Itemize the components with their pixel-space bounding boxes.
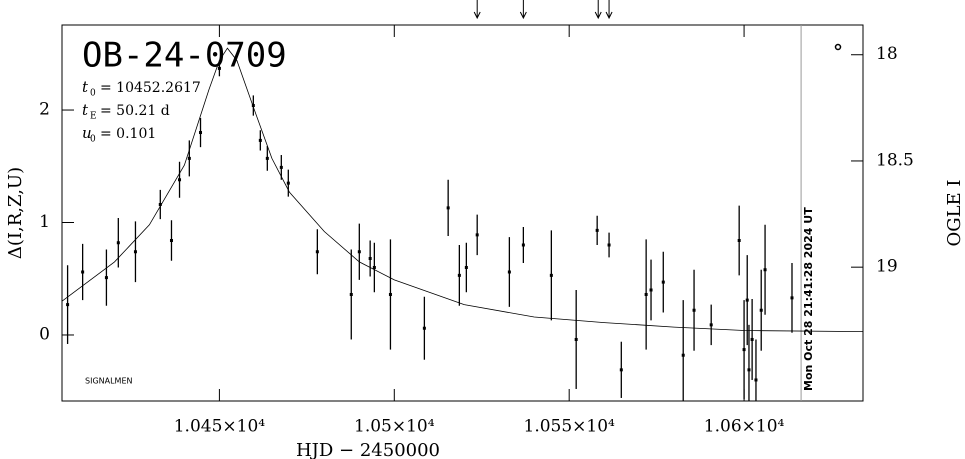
data-point — [790, 296, 794, 300]
data-point — [315, 250, 319, 254]
data-point — [357, 250, 361, 254]
y-axis-label: Δ(I,R,Z,U) — [5, 167, 26, 259]
data-point — [368, 256, 372, 260]
data-point — [681, 353, 685, 357]
y-tick-label: 1 — [39, 212, 50, 232]
x-tick-label: 1.045×10⁴ — [174, 417, 266, 437]
y-tick-label: 2 — [39, 100, 50, 120]
data-point — [709, 323, 713, 327]
data-point — [457, 273, 461, 277]
data-point — [549, 273, 553, 277]
data-point — [104, 276, 108, 280]
data-point — [649, 288, 653, 292]
param-value: = 0.101 — [100, 126, 156, 142]
event-arrow — [605, 0, 613, 20]
data-point — [737, 238, 741, 242]
data-point — [507, 270, 511, 274]
data-point — [619, 368, 623, 372]
data-point — [133, 250, 137, 254]
plot-frame — [61, 24, 864, 402]
data-point — [217, 66, 221, 70]
y2-tick-label: 18.5 — [876, 150, 914, 170]
y-tick-label: 0 — [39, 324, 50, 344]
data-point — [595, 228, 599, 232]
data-point — [116, 241, 120, 245]
data-point — [607, 243, 611, 247]
legend-symbol — [834, 43, 842, 51]
timestamp: Mon Oct 28 21:41:28 2024 UT — [802, 207, 815, 391]
param-symbol: t — [82, 78, 89, 96]
data-point — [661, 280, 665, 284]
data-point — [388, 292, 392, 296]
data-point — [754, 378, 758, 382]
chart-title: OB-24-0709 — [82, 36, 287, 76]
event-arrow — [519, 0, 527, 20]
data-point — [475, 233, 479, 237]
data-point — [199, 131, 203, 135]
param-value: = 50.21 d — [100, 103, 170, 119]
data-point — [422, 326, 426, 330]
points — [66, 60, 794, 401]
data-point — [279, 165, 283, 169]
x-tick-label: 1.06×10⁴ — [704, 417, 785, 437]
data-point — [251, 104, 255, 108]
data-point — [81, 270, 85, 274]
param-symbol: t — [82, 101, 89, 119]
data-point — [521, 243, 525, 247]
data-point — [372, 265, 376, 269]
data-point — [742, 348, 746, 352]
event-arrow — [473, 0, 481, 20]
model-curve — [61, 47, 864, 332]
x-tick-label: 1.05×10⁴ — [354, 417, 435, 437]
data-point — [644, 292, 648, 296]
x-axis-label: HJD − 2450000 — [296, 440, 440, 459]
data-point — [747, 368, 751, 372]
data-point — [750, 337, 754, 341]
data-point — [187, 156, 191, 160]
data-point — [349, 292, 353, 296]
y2-tick-label: 19 — [876, 257, 898, 277]
param-subscript: 0 — [90, 89, 96, 99]
y2-axis-label: OGLE I — [944, 179, 965, 246]
data-point — [759, 308, 763, 312]
x-tick-label: 1.055×10⁴ — [524, 417, 616, 437]
data-point — [286, 181, 290, 185]
data-point — [763, 268, 767, 272]
data-point — [258, 138, 262, 142]
param-symbol: u — [82, 124, 92, 142]
y2-tick-label: 18 — [876, 44, 898, 64]
footer-label: SIGNALMEN — [85, 377, 133, 386]
event-arrow — [594, 0, 602, 20]
data-point — [158, 203, 162, 207]
data-point — [169, 238, 173, 242]
data-point — [66, 303, 70, 307]
data-point — [692, 308, 696, 312]
data-point — [745, 298, 749, 302]
param-subscript: E — [90, 112, 97, 122]
data-point — [446, 206, 450, 210]
param-value: = 10452.2617 — [100, 80, 201, 96]
data-point — [265, 156, 269, 160]
param-subscript: 0 — [90, 135, 96, 145]
data-point — [574, 337, 578, 341]
data-point — [464, 265, 468, 269]
data-point — [178, 178, 182, 182]
